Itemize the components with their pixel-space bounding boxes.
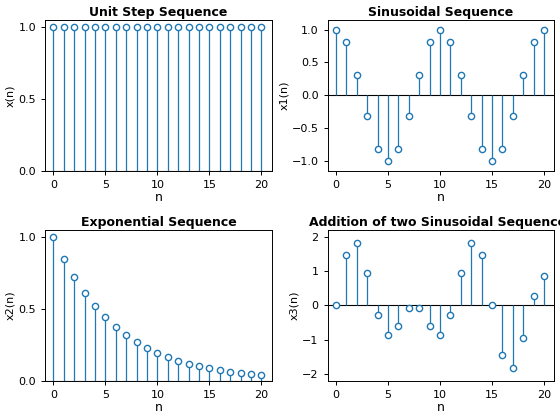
Y-axis label: x2(n): x2(n): [6, 291, 16, 320]
Y-axis label: x(n): x(n): [6, 84, 16, 107]
Title: Exponential Sequence: Exponential Sequence: [81, 215, 236, 228]
X-axis label: n: n: [155, 402, 162, 415]
Title: Addition of two Sinusoidal Sequences: Addition of two Sinusoidal Sequences: [309, 215, 560, 228]
Title: Sinusoidal Sequence: Sinusoidal Sequence: [368, 5, 514, 18]
X-axis label: n: n: [437, 402, 445, 415]
Y-axis label: x1(n): x1(n): [279, 81, 289, 110]
Title: Unit Step Sequence: Unit Step Sequence: [89, 5, 227, 18]
X-axis label: n: n: [437, 192, 445, 205]
X-axis label: n: n: [155, 192, 162, 205]
Y-axis label: x3(n): x3(n): [290, 291, 299, 320]
